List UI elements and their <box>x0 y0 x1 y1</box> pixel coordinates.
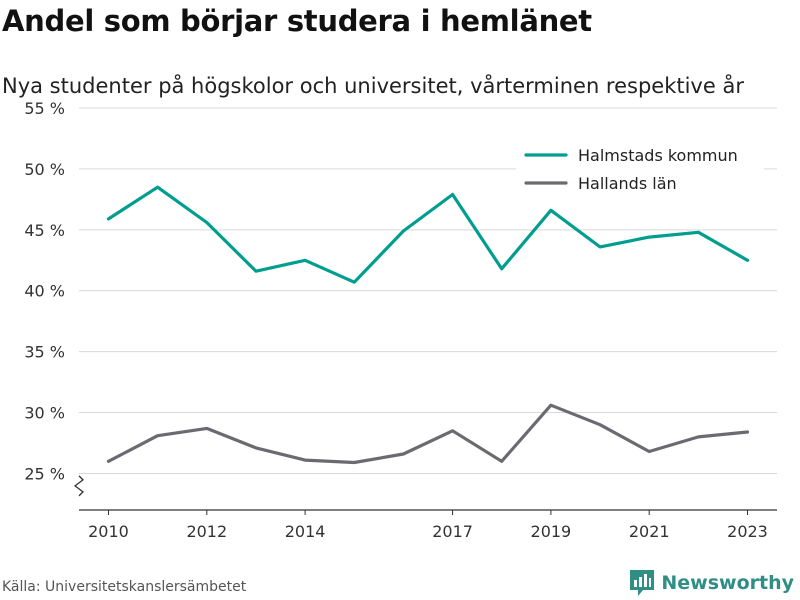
chart-title: Andel som börjar studera i hemlänet <box>2 4 592 38</box>
series-line-hallands-lan <box>106 403 750 465</box>
y-tick-label: 30 % <box>24 404 65 423</box>
y-tick-label: 45 % <box>24 221 65 240</box>
y-tick-label: 40 % <box>24 282 65 301</box>
source-note: Källa: Universitetskanslersämbetet <box>2 579 247 595</box>
y-tick-label: 50 % <box>24 160 65 179</box>
brand-logo: Newsworthy <box>629 569 794 597</box>
x-tick-label: 2017 <box>432 522 473 541</box>
x-tick-label: 2014 <box>285 522 326 541</box>
series-line-halmstads-kommun <box>106 185 750 284</box>
axis-layer: 25 % 30 % 35 % 40 % 45 % 50 % 55 % 2010 2012 2014… <box>24 99 777 541</box>
legend: Halmstads kommun Hallands län <box>516 126 764 193</box>
legend-label: Hallands län <box>578 174 677 193</box>
x-tick-label: 2019 <box>531 522 572 541</box>
x-tick-label: 2021 <box>629 522 670 541</box>
x-tick-label: 2012 <box>186 522 227 541</box>
y-tick-label: 25 % <box>24 464 65 483</box>
legend-background <box>516 126 764 190</box>
newsworthy-logo-icon <box>630 570 655 596</box>
axis-break-marker <box>73 475 84 497</box>
chart-subtitle: Nya studenter på högskolor och universit… <box>2 74 744 98</box>
brand-name: Newsworthy <box>661 572 794 594</box>
x-tick-label: 2023 <box>727 522 768 541</box>
y-tick-label: 35 % <box>24 343 65 362</box>
y-tick-label: 55 % <box>24 99 65 118</box>
x-tick-label: 2010 <box>88 522 129 541</box>
series-layer <box>106 185 750 465</box>
legend-label: Halmstads kommun <box>578 146 738 165</box>
